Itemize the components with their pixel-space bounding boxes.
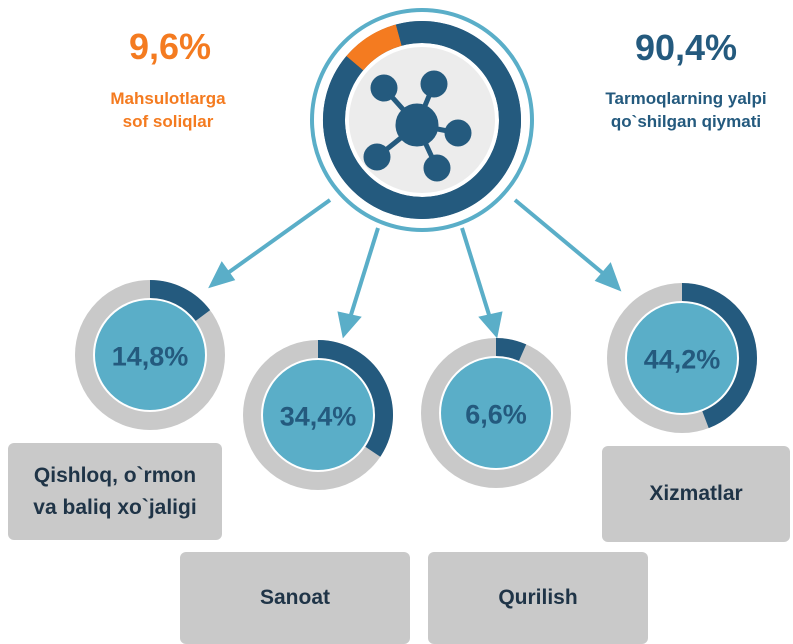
value-label: 9,6% [128,26,212,67]
donut-center [627,303,737,413]
donut-center [441,358,551,468]
network-icon [363,70,472,182]
donut-segment [681,283,757,429]
donut-segment [317,340,393,457]
donut-segment [495,338,527,361]
category-label: Mahsulotlarga sof soliqlar [110,89,226,131]
value-label: 90,4% [634,27,738,68]
value-label: 34,4% [279,401,357,432]
arrows [208,198,622,339]
category-box: Qurilish [428,552,648,644]
value-label: 14,8% [111,341,189,372]
donut-center [95,300,205,410]
donut-center [263,360,373,470]
category-box: Qishloq, o`rmon va baliq xo`jaligi [8,443,222,540]
category-label: Tarmoqlarning yalpi qo`shilgan qiymati [605,89,767,131]
value-label: 44,2% [643,344,721,375]
category-box: Sanoat [180,552,410,644]
donut-segment [149,280,211,322]
donut-segment [323,21,521,219]
donut-segment [346,24,403,71]
value-label: 6,6% [465,399,527,430]
category-box: Xizmatlar [602,446,790,542]
